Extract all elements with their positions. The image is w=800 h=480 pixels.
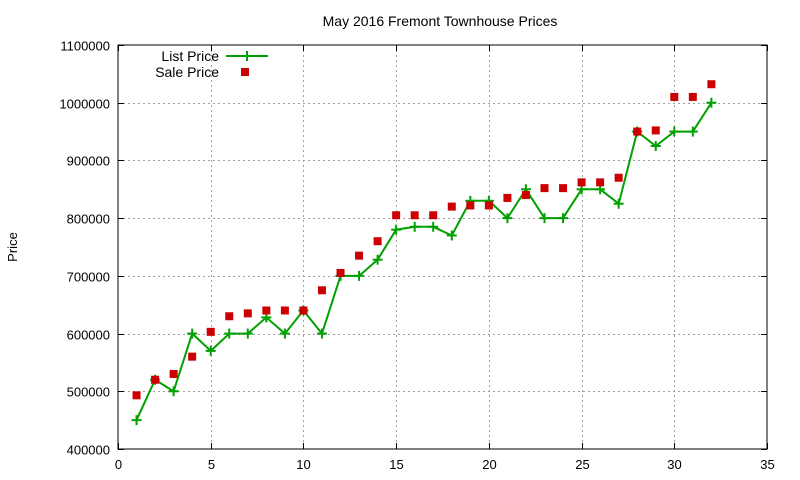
list-price-point [428,221,439,232]
sale-price-point [262,306,271,315]
list-price-point [409,221,420,232]
sale-price-point [670,92,679,101]
sale-price-point [466,201,475,210]
y-tick-label: 600000 [67,328,110,343]
x-tick-label: 35 [760,457,774,472]
list-price-point [279,328,290,339]
sale-price-point [429,211,438,220]
sale-price-point [169,369,178,378]
sale-price-point [633,127,642,136]
sale-price-point [447,202,456,211]
x-tick-label: 25 [575,457,589,472]
x-tick-label: 30 [667,457,681,472]
sale-price-point [355,251,364,260]
sale-price-point [151,375,160,384]
list-price-point [391,224,402,235]
y-tick-label: 800000 [67,212,110,227]
plot-area [131,80,717,426]
sale-price-point [206,327,215,336]
legend-marker-sale-price [241,68,249,76]
sale-price-point [521,191,530,200]
list-price-line [135,102,713,421]
list-price-point [168,386,179,397]
y-tick-label: 1100000 [60,39,110,54]
list-price-point [205,345,216,356]
list-price-point [539,213,550,224]
sale-price-point [614,173,623,182]
sale-price-point [132,391,141,400]
sale-price-point [188,352,197,361]
sale-price-point [651,126,660,135]
sale-price-point [484,201,493,210]
sale-price-point [299,306,308,315]
y-tick-label: 400000 [67,443,110,458]
list-price-point [650,141,661,151]
sale-price-point [596,178,605,187]
list-price-point [316,328,327,339]
sale-price-point [503,193,512,202]
list-price-point [446,230,457,241]
sale-price-point [540,184,549,193]
list-price-point [372,254,383,265]
list-price-point [706,97,717,108]
y-tick-label: 500000 [67,385,110,400]
list-price-point [558,213,569,224]
x-tick-label: 20 [482,457,496,472]
y-tick-label: 700000 [67,270,110,285]
y-axis-label: Price [5,232,20,262]
y-tick-label: 1000000 [59,97,110,112]
x-tick-label: 0 [115,457,122,472]
sale-price-point [225,312,234,321]
gridlines [118,45,767,449]
list-price-point [242,328,253,339]
list-price-point [613,198,624,209]
sale-price-point [392,211,401,220]
legend-marker-list-price [242,51,252,61]
x-tick-label: 10 [296,457,310,472]
list-price-point [354,270,365,281]
list-price-point [187,328,198,339]
legend-label-sale-price: Sale Price [155,64,219,80]
x-tick-label: 5 [208,457,215,472]
sale-price-point [577,178,586,187]
list-price-point [131,415,142,426]
plot-frame [117,44,768,450]
legend-label-list-price: List Price [161,48,219,64]
list-price-point [224,328,235,339]
sale-price-point [317,286,326,295]
sale-price-point [707,80,716,89]
list-price-point [669,126,680,137]
sale-price-point [559,184,568,193]
y-tick-label: 900000 [67,154,110,169]
sale-price-point [336,268,345,277]
list-price-point [687,126,698,137]
sale-price-point [243,309,252,318]
sale-price-point [373,237,382,246]
list-price-point [502,213,513,224]
x-tick-label: 15 [389,457,403,472]
sale-price-point [688,92,697,101]
chart-title: May 2016 Fremont Townhouse Prices [323,13,558,29]
sale-price-point [410,211,419,220]
sale-price-point [280,306,289,315]
axes: 400000 500000 600000 700000 800000 900000 1000… [59,39,774,473]
